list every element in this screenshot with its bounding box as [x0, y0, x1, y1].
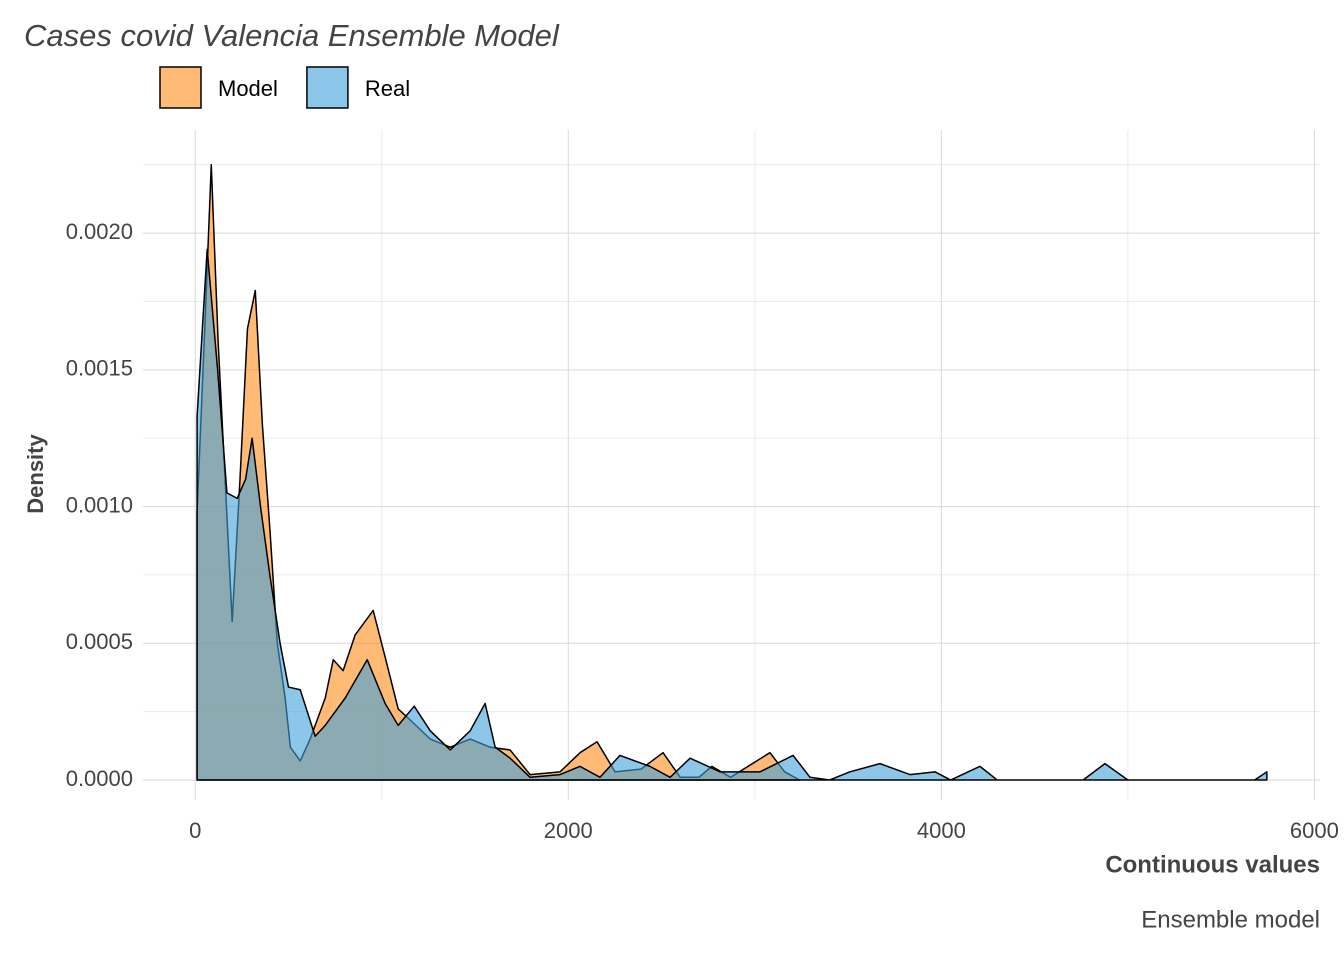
y-tick-label: 0.0000 — [66, 766, 133, 791]
x-tick-label: 4000 — [917, 818, 966, 843]
y-tick-label: 0.0005 — [66, 629, 133, 654]
chart-title: Cases covid Valencia Ensemble Model — [24, 18, 560, 53]
density-area — [196, 248, 1268, 781]
legend-label: Real — [365, 76, 410, 101]
y-axis-label: Density — [23, 434, 48, 514]
x-tick-label: 2000 — [544, 818, 593, 843]
y-tick-label: 0.0020 — [66, 219, 133, 244]
legend-label: Model — [218, 76, 278, 101]
legend-key — [306, 66, 349, 109]
y-tick-label: 0.0010 — [66, 492, 133, 517]
x-axis-label: Continuous values — [1105, 851, 1320, 878]
y-tick-label: 0.0015 — [66, 356, 133, 381]
legend-key — [159, 66, 202, 109]
x-tick-label: 6000 — [1290, 818, 1339, 843]
caption: Ensemble model — [1141, 906, 1320, 933]
x-tick-label: 0 — [189, 818, 201, 843]
